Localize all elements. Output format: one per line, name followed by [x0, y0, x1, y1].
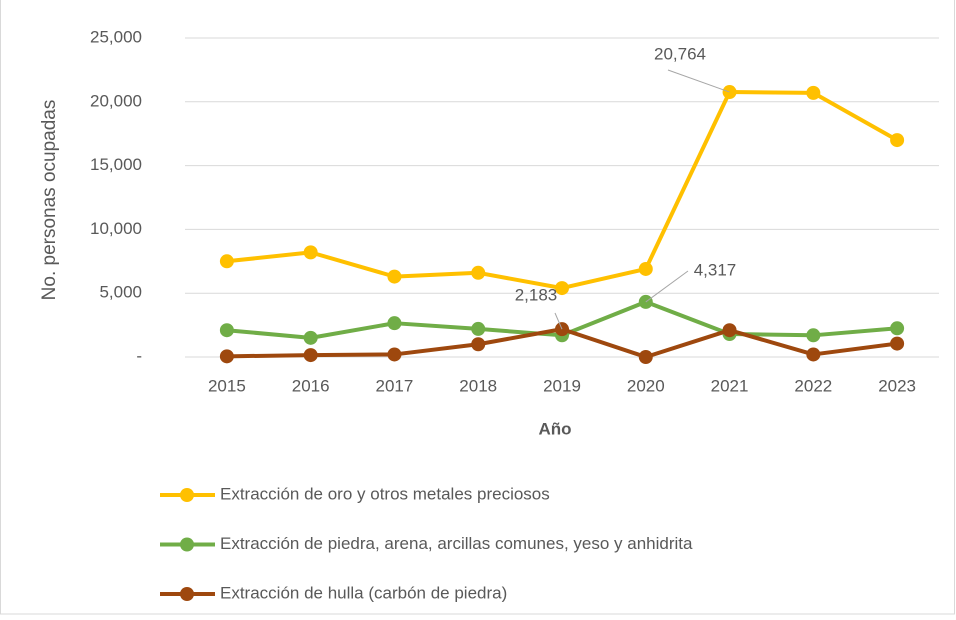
- data-point: [806, 328, 821, 343]
- x-tick-label: 2020: [627, 376, 665, 395]
- data-label: 4,317: [694, 260, 737, 279]
- legend-marker: [180, 587, 194, 601]
- data-point: [471, 337, 486, 352]
- data-label: 2,183: [515, 285, 558, 304]
- data-point: [303, 330, 318, 345]
- y-tick-label: 20,000: [90, 91, 142, 110]
- data-point: [555, 281, 569, 296]
- data-point: [555, 322, 569, 337]
- data-label: 20,764: [654, 44, 706, 63]
- legend-label: Extracción de piedra, arena, arcillas co…: [220, 534, 693, 553]
- x-tick-label: 2019: [543, 376, 581, 395]
- data-point: [890, 133, 905, 148]
- y-axis-title: No. personas ocupadas: [39, 100, 60, 301]
- data-point: [638, 350, 653, 364]
- legend-marker: [180, 537, 194, 552]
- x-tick-label: 2015: [208, 376, 246, 395]
- data-point: [303, 348, 318, 363]
- x-tick-label: 2021: [711, 376, 749, 395]
- x-axis-title: Año: [538, 419, 571, 438]
- data-point: [471, 321, 486, 336]
- leader-line: [645, 270, 689, 303]
- y-tick-label: 10,000: [90, 219, 142, 238]
- data-point: [722, 323, 737, 338]
- data-point: [387, 316, 402, 331]
- data-point: [806, 347, 821, 362]
- x-tick-label: 2023: [878, 376, 916, 395]
- leader-line: [667, 69, 730, 93]
- x-tick-label: 2022: [794, 376, 832, 395]
- data-point: [219, 323, 234, 338]
- data-point: [303, 245, 318, 260]
- y-tick-label: -: [136, 346, 142, 365]
- data-point: [890, 321, 905, 336]
- leader-line: [554, 312, 563, 330]
- legend-label: Extracción de oro y otros metales precio…: [220, 484, 550, 503]
- data-point: [219, 349, 234, 364]
- x-tick-label: 2017: [376, 376, 414, 395]
- y-tick-label: 25,000: [90, 27, 142, 46]
- data-point: [806, 85, 821, 100]
- y-tick-label: 15,000: [90, 155, 142, 174]
- data-point: [890, 336, 905, 351]
- legend-marker: [180, 488, 194, 502]
- x-tick-label: 2016: [292, 376, 330, 395]
- data-point: [387, 347, 402, 362]
- data-point: [638, 261, 653, 276]
- data-point: [219, 254, 234, 269]
- y-tick-label: 5,000: [99, 283, 142, 302]
- x-tick-label: 2018: [459, 376, 497, 395]
- legend-label: Extracción de hulla (carbón de piedra): [220, 583, 507, 602]
- data-point: [471, 265, 486, 280]
- data-point: [387, 269, 402, 284]
